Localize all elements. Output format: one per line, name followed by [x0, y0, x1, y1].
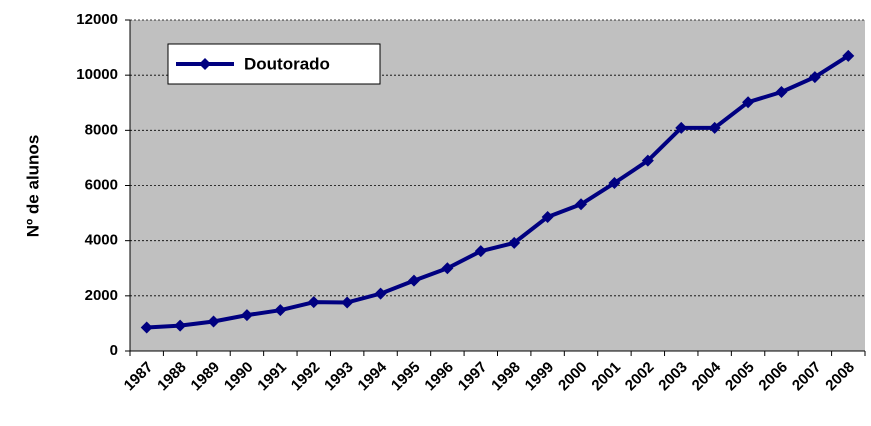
point: [341, 296, 354, 309]
point: [441, 262, 454, 275]
point: [508, 236, 521, 249]
legend-marker: [199, 58, 211, 70]
point: [207, 315, 220, 328]
y-axis-label: Nº de alunos: [23, 135, 42, 238]
point: [274, 304, 287, 317]
x-tick-label: 1998: [488, 359, 524, 395]
x-tick-label: 1994: [355, 358, 391, 394]
x-tick-label: 1997: [455, 359, 491, 395]
x-tick-label: 2005: [722, 359, 758, 395]
series-line: [146, 54, 850, 330]
x-tick-label: 2008: [822, 359, 858, 395]
legend-label: Doutorado: [244, 54, 330, 73]
point: [474, 245, 487, 258]
point: [174, 319, 187, 332]
y-tick-label: 12000: [76, 11, 118, 28]
point: [675, 121, 688, 134]
point: [641, 154, 654, 167]
x-tick-label: 1995: [388, 359, 424, 395]
point: [374, 287, 387, 300]
y-tick-label: 4000: [85, 232, 118, 249]
x-tick-label: 1992: [288, 359, 324, 395]
point: [842, 49, 855, 62]
point: [742, 96, 755, 109]
y-tick-label: 6000: [85, 176, 118, 193]
x-tick-label: 1988: [154, 359, 190, 395]
x-tick-label: 1989: [188, 359, 224, 395]
point: [407, 274, 420, 287]
x-tick-label: 1987: [121, 359, 157, 395]
point: [307, 296, 320, 309]
point: [240, 309, 253, 322]
point: [541, 210, 554, 223]
x-tick-label: 2001: [588, 359, 624, 395]
y-tick-label: 8000: [85, 121, 118, 138]
y-tick-label: 2000: [85, 287, 118, 304]
point: [775, 85, 788, 98]
point: [575, 198, 588, 211]
x-tick-label: 1990: [221, 359, 257, 395]
point: [140, 321, 153, 334]
x-tick-label: 2000: [555, 359, 591, 395]
x-tick-label: 2003: [655, 359, 691, 395]
y-tick-label: 10000: [76, 66, 118, 83]
point: [708, 121, 721, 134]
x-tick-label: 1996: [421, 359, 457, 395]
point: [808, 71, 821, 84]
x-tick-label: 2002: [622, 359, 658, 395]
x-tick-label: 1999: [522, 359, 558, 395]
x-tick-label: 2004: [689, 358, 725, 394]
x-tick-label: 1993: [321, 359, 357, 395]
x-tick-label: 1991: [254, 359, 290, 395]
x-tick-label: 2007: [789, 359, 825, 395]
y-tick-label: 0: [110, 342, 118, 359]
x-tick-label: 2006: [755, 359, 791, 395]
point: [608, 177, 621, 190]
